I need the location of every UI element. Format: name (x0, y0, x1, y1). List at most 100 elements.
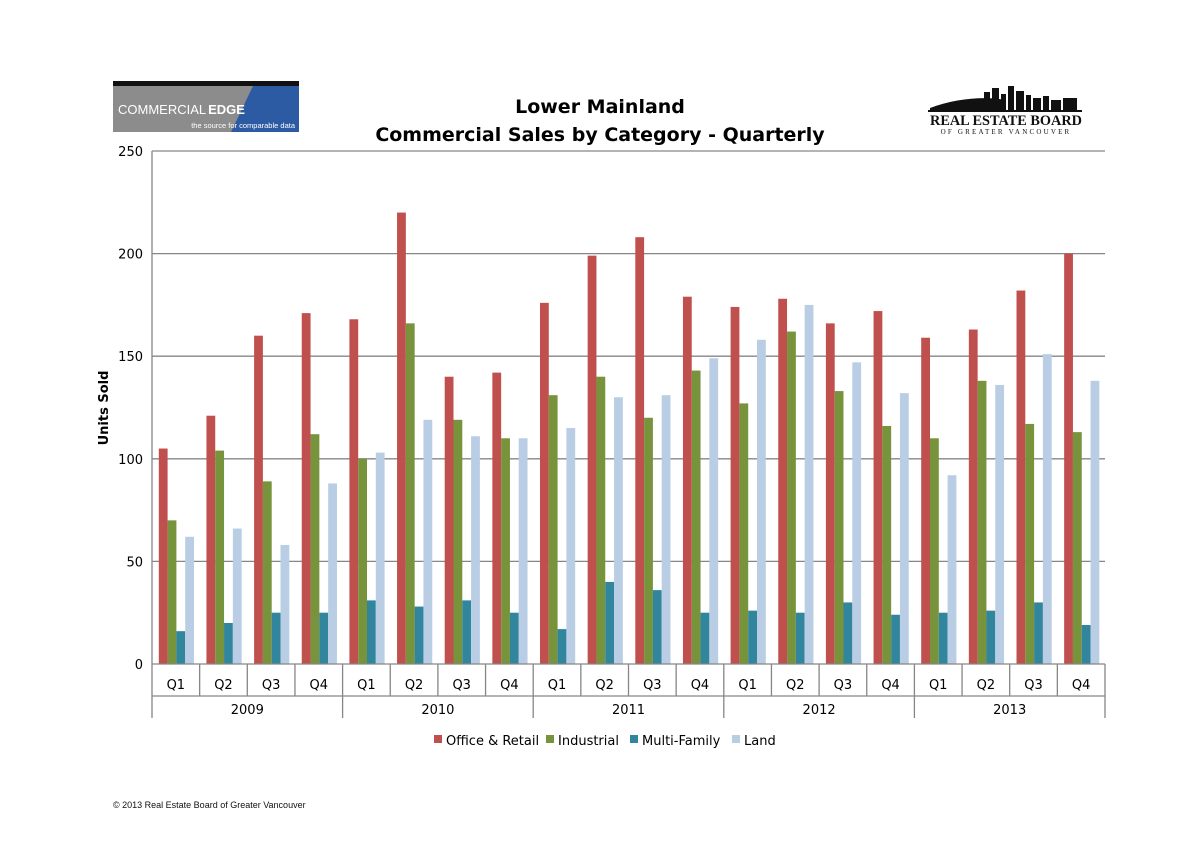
x-tick-label: Q1 (357, 678, 376, 693)
x-tick-labels: Q1 Q2 Q3 Q4 Q1 Q2 Q3 Q4 Q1 Q2 Q3 Q4 Q1 Q2 Q3 Q4 Q1 Q2 Q3 Q4… (167, 678, 1091, 718)
y-axis-label: Units Sold (97, 371, 112, 446)
x-tick-label: Q2 (977, 678, 996, 693)
x-tick-label: Q2 (405, 678, 424, 693)
skyline-icon (928, 86, 1082, 112)
bar (262, 481, 272, 664)
x-tick-label: Q1 (548, 678, 567, 693)
real-estate-board-logo: REAL ESTATE BOARD OF GREATER VANCOUVER (928, 86, 1082, 136)
bar (644, 417, 653, 664)
bar (548, 395, 558, 664)
legend-label: Office & Retail (446, 734, 539, 749)
legend: Office & Retail Industrial Multi-Family Lan… (434, 734, 776, 749)
x-tick-label: Q1 (929, 678, 948, 693)
bar (605, 581, 615, 664)
bar (501, 438, 510, 664)
bar (1081, 625, 1091, 664)
bar (1072, 432, 1082, 664)
bar (843, 602, 853, 664)
bar (938, 612, 948, 664)
bar (349, 319, 359, 664)
legend-label: Multi-Family (642, 734, 721, 749)
x-tick-label: Q2 (595, 678, 614, 693)
logo-tagline: the source for comparable data (191, 121, 296, 130)
x-tick-label: Q3 (262, 678, 281, 693)
bar (462, 600, 472, 664)
bar (739, 403, 749, 664)
gridlines (152, 150, 1105, 563)
bar (271, 612, 281, 664)
x-tick-label: Q2 (786, 678, 805, 693)
bar (852, 362, 862, 664)
x-tick-label: Q4 (500, 678, 519, 693)
bar (709, 358, 719, 664)
logo-grey-panel (113, 86, 253, 132)
bar (414, 606, 424, 664)
x-tick-label: Q2 (214, 678, 233, 693)
chart-title-line-2: Commercial Sales by Category - Quarterly (375, 124, 825, 146)
bar (566, 428, 576, 664)
bar (185, 536, 194, 664)
bar (254, 335, 263, 664)
bar (661, 395, 671, 664)
bar (1016, 290, 1026, 664)
bar (206, 415, 216, 664)
bar (405, 323, 415, 664)
x-tick-label: Q3 (643, 678, 662, 693)
x-tick-label: Q3 (1024, 678, 1043, 693)
bar (930, 438, 939, 664)
bar (921, 337, 930, 664)
logo-top-bar (113, 81, 299, 86)
x-tick-label: Q4 (1072, 678, 1091, 693)
bar (825, 323, 835, 664)
group-label: 2012 (803, 703, 836, 718)
x-tick-label: Q4 (691, 678, 710, 693)
y-tick-label: 150 (118, 350, 143, 365)
bar (748, 610, 757, 664)
logo-word-commercial: COMMERCIAL (118, 102, 206, 117)
y-tick-label: 0 (135, 658, 143, 673)
group-label: 2013 (993, 703, 1026, 718)
bar (423, 419, 433, 664)
bar (804, 304, 814, 664)
bar (834, 391, 844, 664)
bar (375, 452, 385, 664)
bar (757, 339, 766, 664)
bar (301, 313, 311, 664)
bar (471, 436, 480, 664)
bar (787, 331, 796, 664)
bars (158, 212, 1100, 665)
bar (986, 610, 996, 664)
logo-board-name: REAL ESTATE BOARD (930, 113, 1082, 129)
y-tick-label: 100 (118, 453, 143, 468)
bar (367, 600, 376, 664)
x-tick-label: Q4 (881, 678, 900, 693)
x-tick-label: Q3 (834, 678, 853, 693)
bar (947, 475, 957, 664)
logo-word-edge: EDGE (208, 102, 245, 117)
bar (280, 544, 290, 664)
y-tick-label: 50 (126, 555, 143, 570)
bar (1090, 380, 1100, 664)
bar (224, 622, 233, 664)
bar (891, 614, 900, 664)
bar (899, 393, 909, 664)
bar (232, 528, 242, 664)
y-tick-label: 250 (118, 145, 143, 160)
legend-swatch (630, 735, 638, 743)
chart-title-line-1: Lower Mainland (515, 96, 685, 118)
bar (587, 255, 597, 665)
bar (652, 590, 662, 664)
bar (614, 397, 623, 664)
logo-board-location: OF GREATER VANCOUVER (941, 128, 1072, 136)
bar (682, 296, 692, 664)
bar (492, 372, 502, 664)
bar (995, 384, 1005, 664)
y-tick-label: 200 (118, 248, 143, 263)
bar (557, 629, 567, 664)
bar (540, 302, 549, 664)
bar (397, 212, 406, 664)
axes (151, 151, 1106, 718)
bar (968, 329, 978, 664)
